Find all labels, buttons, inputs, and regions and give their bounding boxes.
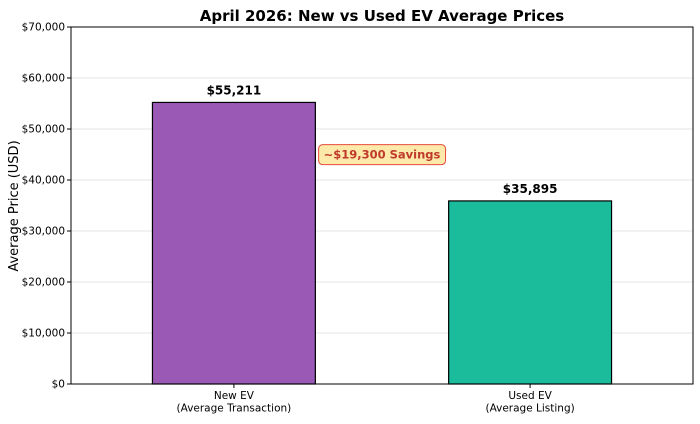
y-tick-label: $30,000 <box>22 226 65 238</box>
y-tick-label: $60,000 <box>22 73 65 85</box>
y-tick-label: $10,000 <box>22 328 65 340</box>
data-label: $55,211 <box>207 83 262 97</box>
y-tick-label: $40,000 <box>22 175 65 187</box>
annotation-box <box>318 144 447 166</box>
y-tick-label: $0 <box>52 379 65 391</box>
bars: $55,211 $35,895 <box>151 83 613 385</box>
y-tick-label: $20,000 <box>22 277 65 289</box>
bar <box>151 101 316 385</box>
y-axis-label: Average Price (USD) <box>7 140 22 271</box>
bar <box>448 200 613 385</box>
x-tick-label: New EV <box>214 390 255 402</box>
annotation: ~$19,300 Savings <box>318 144 447 166</box>
annotation-text: ~$19,300 Savings <box>324 148 441 162</box>
y-tick-label: $50,000 <box>22 124 65 136</box>
plot-frame <box>70 26 694 385</box>
x-tick-label: (Average Transaction) <box>177 403 292 415</box>
y-tick-label: $70,000 <box>22 22 65 34</box>
x-tick-label: (Average Listing) <box>485 403 574 415</box>
x-tick-label: Used EV <box>508 390 552 402</box>
y-axis-ticks: $0 $10,000 $20,000 $30,000 $40,000 $50,000 $60… <box>22 22 71 391</box>
chart-title: April 2026: New vs Used EV Average Price… <box>200 7 565 25</box>
data-label: $35,895 <box>503 182 558 196</box>
x-axis-ticks: New EV(Average Transaction) Used EV(Avera… <box>177 384 575 415</box>
